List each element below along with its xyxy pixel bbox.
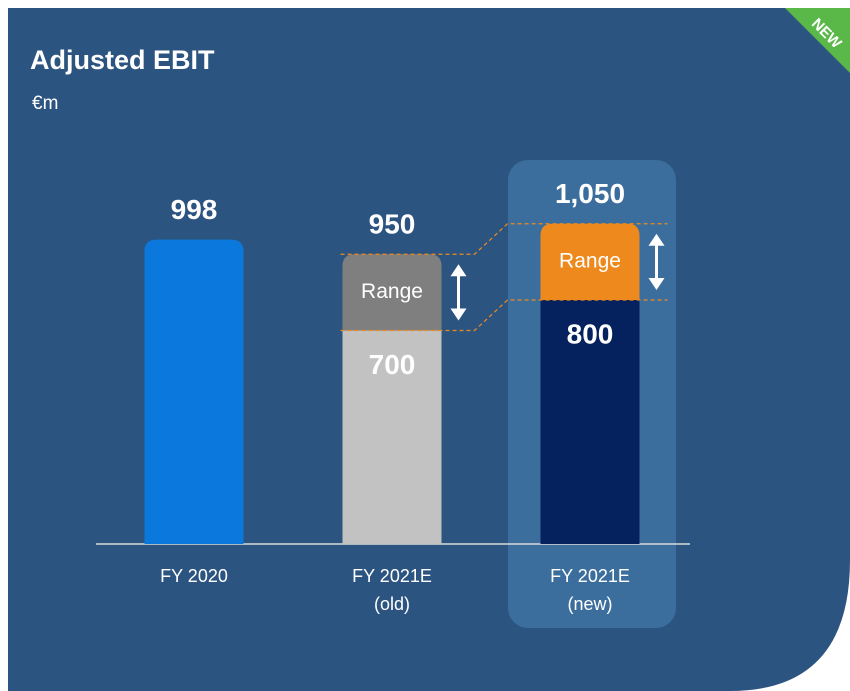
arrow-head [648,278,665,290]
value-label: 700 [369,349,416,380]
chart-subtitle: €m [32,93,58,114]
arrow-head [648,233,665,246]
value-label: 950 [369,209,416,240]
value-label: 998 [171,194,218,225]
range-label: Range [361,280,423,303]
arrow-head [450,264,467,277]
value-label: 1,050 [555,178,625,209]
range-segment [342,254,442,331]
range-label: Range [559,249,621,272]
value-label: 800 [567,318,614,349]
chart-title: Adjusted EBIT [30,45,215,75]
x-tick-label: FY 2021E (new) [550,566,630,614]
range-segment [540,223,640,300]
x-tick-label: FY 2021E (old) [352,566,432,614]
x-tick-label: FY 2020 [160,566,228,586]
bar [342,330,442,544]
bar [144,239,244,545]
bar [540,300,640,544]
arrow-head [450,308,467,321]
connector [340,299,668,332]
badge-bg [785,8,850,73]
connector [340,223,668,255]
